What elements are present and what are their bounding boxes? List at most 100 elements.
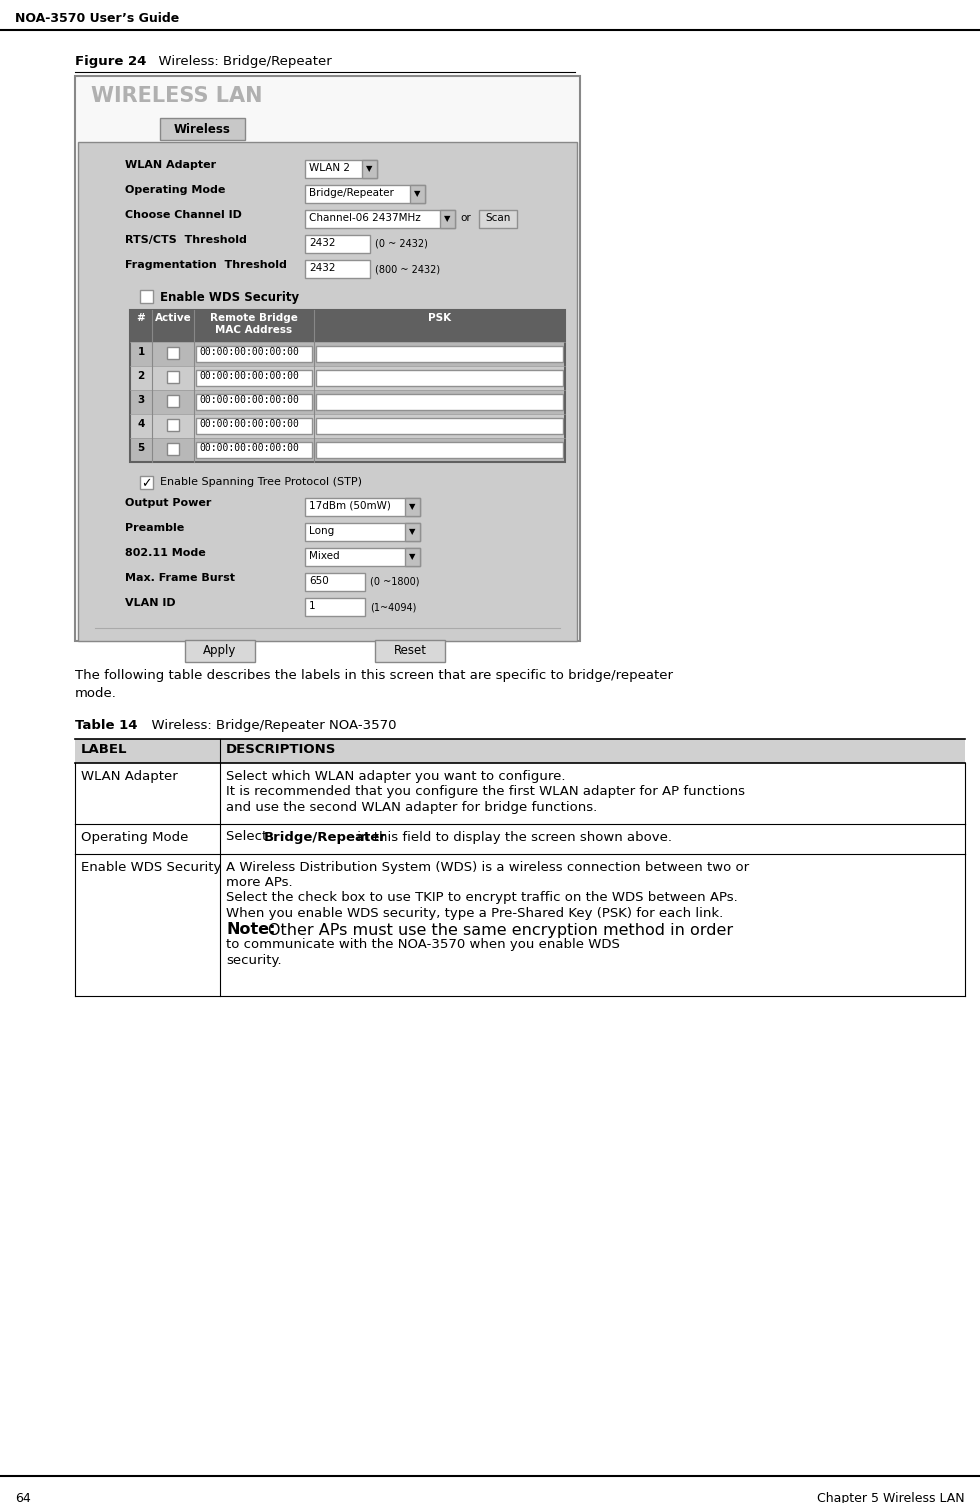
Text: Scan: Scan — [485, 213, 511, 222]
Text: 2432: 2432 — [309, 263, 335, 274]
Text: more APs.: more APs. — [226, 876, 293, 888]
Text: ▼: ▼ — [415, 189, 420, 198]
Bar — [75, 739, 965, 764]
Text: Table 14: Table 14 — [75, 718, 137, 732]
Text: #: # — [136, 313, 145, 323]
Bar — [316, 442, 563, 458]
Bar — [140, 290, 153, 304]
Text: 5: 5 — [137, 443, 145, 452]
Bar — [305, 260, 370, 278]
Bar — [130, 413, 565, 437]
Text: (0 ~1800): (0 ~1800) — [370, 577, 419, 588]
Text: When you enable WDS security, type a Pre-Shared Key (PSK) for each link.: When you enable WDS security, type a Pre… — [226, 906, 723, 920]
Bar — [305, 159, 377, 177]
Bar — [305, 573, 365, 591]
Text: Bridge/Repeater: Bridge/Repeater — [309, 188, 394, 198]
Text: PSK: PSK — [428, 313, 451, 323]
Text: 2: 2 — [137, 371, 145, 380]
Text: Fragmentation  Threshold: Fragmentation Threshold — [125, 260, 287, 271]
Text: Operating Mode: Operating Mode — [81, 831, 188, 843]
Text: Enable Spanning Tree Protocol (STP): Enable Spanning Tree Protocol (STP) — [160, 476, 362, 487]
Bar — [75, 854, 965, 996]
Text: Wireless: Bridge/Repeater NOA-3570: Wireless: Bridge/Repeater NOA-3570 — [143, 718, 397, 732]
Bar — [405, 523, 420, 541]
Bar — [167, 443, 179, 455]
Text: Apply: Apply — [203, 643, 237, 657]
Text: Reset: Reset — [394, 643, 426, 657]
Text: Mixed: Mixed — [309, 552, 340, 561]
Text: WIRELESS LAN: WIRELESS LAN — [91, 86, 263, 107]
Text: Wireless: Wireless — [174, 123, 231, 135]
Bar — [305, 185, 425, 203]
Bar — [167, 419, 179, 431]
Text: 00:00:00:00:00:00: 00:00:00:00:00:00 — [199, 347, 299, 358]
Text: NOA-3570 User’s Guide: NOA-3570 User’s Guide — [15, 12, 179, 26]
Bar — [196, 370, 312, 386]
Bar — [405, 549, 420, 567]
Bar — [160, 119, 245, 140]
Bar — [75, 764, 965, 824]
Bar — [375, 640, 445, 661]
Bar — [75, 824, 965, 854]
Text: Wireless: Bridge/Repeater: Wireless: Bridge/Repeater — [150, 56, 332, 68]
Bar — [305, 598, 365, 616]
Bar — [316, 370, 563, 386]
Bar — [167, 395, 179, 407]
Text: 00:00:00:00:00:00: 00:00:00:00:00:00 — [199, 443, 299, 452]
Text: ▼: ▼ — [410, 552, 416, 561]
Text: 00:00:00:00:00:00: 00:00:00:00:00:00 — [199, 395, 299, 404]
Text: 1: 1 — [137, 347, 145, 358]
Text: ▼: ▼ — [410, 528, 416, 537]
Text: The following table describes the labels in this screen that are specific to bri: The following table describes the labels… — [75, 669, 673, 682]
Bar — [130, 437, 565, 461]
Bar — [140, 476, 153, 488]
Text: Output Power: Output Power — [125, 497, 212, 508]
Bar — [167, 371, 179, 383]
Text: Select which WLAN adapter you want to configure.: Select which WLAN adapter you want to co… — [226, 770, 565, 783]
Text: 1: 1 — [309, 601, 316, 612]
Text: Note:: Note: — [226, 923, 275, 938]
Text: 17dBm (50mW): 17dBm (50mW) — [309, 500, 391, 511]
Text: 2432: 2432 — [309, 237, 335, 248]
Text: Preamble: Preamble — [125, 523, 184, 534]
Bar — [130, 310, 565, 343]
Text: 802.11 Mode: 802.11 Mode — [125, 549, 206, 558]
Bar — [316, 394, 563, 410]
Bar — [405, 497, 420, 516]
Text: ✓: ✓ — [141, 476, 152, 490]
Text: LABEL: LABEL — [81, 742, 127, 756]
Bar — [130, 343, 565, 367]
Text: 3: 3 — [137, 395, 145, 404]
Text: WLAN Adapter: WLAN Adapter — [125, 159, 217, 170]
Text: It is recommended that you configure the first WLAN adapter for AP functions: It is recommended that you configure the… — [226, 786, 745, 798]
Text: ▼: ▼ — [444, 213, 451, 222]
Text: Active: Active — [155, 313, 191, 323]
Bar — [185, 640, 255, 661]
Bar — [410, 185, 425, 203]
Bar — [362, 159, 377, 177]
Text: Select the check box to use TKIP to encrypt traffic on the WDS between APs.: Select the check box to use TKIP to encr… — [226, 891, 738, 905]
Text: Max. Frame Burst: Max. Frame Burst — [125, 573, 235, 583]
Bar — [196, 442, 312, 458]
Text: 650: 650 — [309, 576, 328, 586]
Text: Select: Select — [226, 831, 271, 843]
Bar — [196, 346, 312, 362]
Bar — [130, 389, 565, 413]
Text: Long: Long — [309, 526, 334, 537]
Bar — [130, 310, 565, 461]
Bar — [316, 346, 563, 362]
Text: ▼: ▼ — [367, 164, 372, 173]
Text: in this field to display the screen shown above.: in this field to display the screen show… — [354, 831, 672, 843]
Text: WLAN 2: WLAN 2 — [309, 162, 350, 173]
Text: DESCRIPTIONS: DESCRIPTIONS — [226, 742, 336, 756]
Text: Enable WDS Security: Enable WDS Security — [160, 292, 299, 304]
Text: security.: security. — [226, 953, 281, 966]
Bar — [305, 549, 420, 567]
Bar — [479, 210, 517, 228]
Text: 4: 4 — [137, 419, 145, 428]
Bar — [305, 523, 420, 541]
Bar — [196, 418, 312, 434]
Text: Bridge/Repeater: Bridge/Repeater — [264, 831, 386, 843]
Text: to communicate with the NOA-3570 when you enable WDS: to communicate with the NOA-3570 when yo… — [226, 938, 620, 951]
Text: 00:00:00:00:00:00: 00:00:00:00:00:00 — [199, 419, 299, 428]
